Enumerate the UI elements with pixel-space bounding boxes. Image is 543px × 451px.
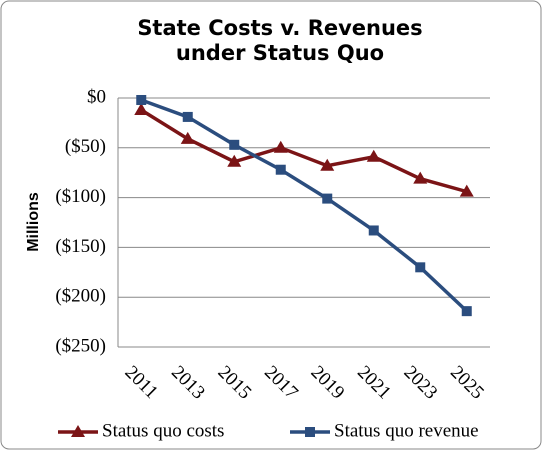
legend-label: Status quo costs xyxy=(102,420,224,441)
y-tick-label: ($150) xyxy=(55,236,106,257)
point xyxy=(136,94,147,105)
point xyxy=(415,262,426,273)
point xyxy=(368,225,379,236)
legend-marker xyxy=(305,427,315,437)
point xyxy=(182,111,193,122)
point xyxy=(366,149,381,162)
y-axis-label: Millions xyxy=(25,192,42,252)
point xyxy=(273,140,288,153)
point xyxy=(229,139,240,150)
y-tick-label: ($50) xyxy=(65,136,106,157)
chart-title: under Status Quo xyxy=(176,41,384,65)
point xyxy=(459,184,474,197)
point xyxy=(322,193,333,204)
point xyxy=(275,164,286,175)
point xyxy=(227,154,242,167)
point xyxy=(180,131,195,144)
point xyxy=(413,171,428,184)
y-tick-label: ($100) xyxy=(55,186,106,207)
point xyxy=(134,102,149,115)
y-tick-label: ($250) xyxy=(55,335,106,356)
chart-title: State Costs v. Revenues xyxy=(137,16,422,40)
point xyxy=(461,306,472,317)
y-tick-label: ($200) xyxy=(55,286,106,307)
point xyxy=(320,158,335,171)
series-line xyxy=(140,108,468,194)
legend-label: Status quo revenue xyxy=(334,420,479,441)
series-line xyxy=(140,98,468,313)
legend-marker xyxy=(71,425,85,437)
y-tick-label: $0 xyxy=(87,86,106,107)
